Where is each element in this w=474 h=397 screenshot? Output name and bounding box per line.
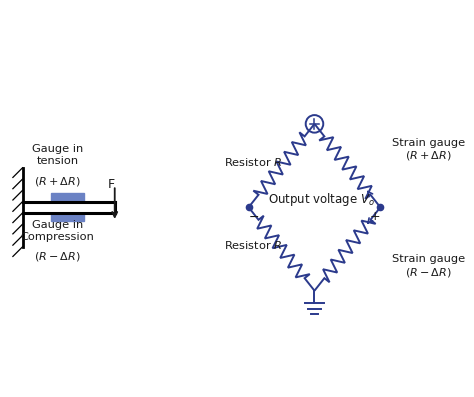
Text: $(R+\Delta R)$: $(R+\Delta R)$ (35, 175, 81, 188)
Text: $(R+\Delta R)$: $(R+\Delta R)$ (405, 150, 452, 162)
Text: $(R-\Delta R)$: $(R-\Delta R)$ (405, 266, 452, 279)
Text: tension: tension (36, 156, 79, 166)
Text: Gauge in: Gauge in (32, 145, 83, 154)
Text: Strain gauge: Strain gauge (392, 254, 465, 264)
Text: F: F (107, 178, 114, 191)
Bar (51, 212, 84, 222)
Bar (51, 193, 84, 202)
Text: Output voltage $V_o$: Output voltage $V_o$ (268, 191, 374, 208)
Text: $+$: $+$ (369, 210, 381, 223)
Text: Resistor $R$: Resistor $R$ (224, 239, 282, 251)
Text: Strain gauge: Strain gauge (392, 138, 465, 148)
Text: Resistor $R$: Resistor $R$ (224, 156, 282, 168)
Text: Gauge in: Gauge in (32, 220, 83, 230)
Text: $-$: $-$ (248, 210, 259, 223)
Text: $(R-\Delta R)$: $(R-\Delta R)$ (35, 250, 81, 262)
Text: Compression: Compression (21, 232, 95, 242)
